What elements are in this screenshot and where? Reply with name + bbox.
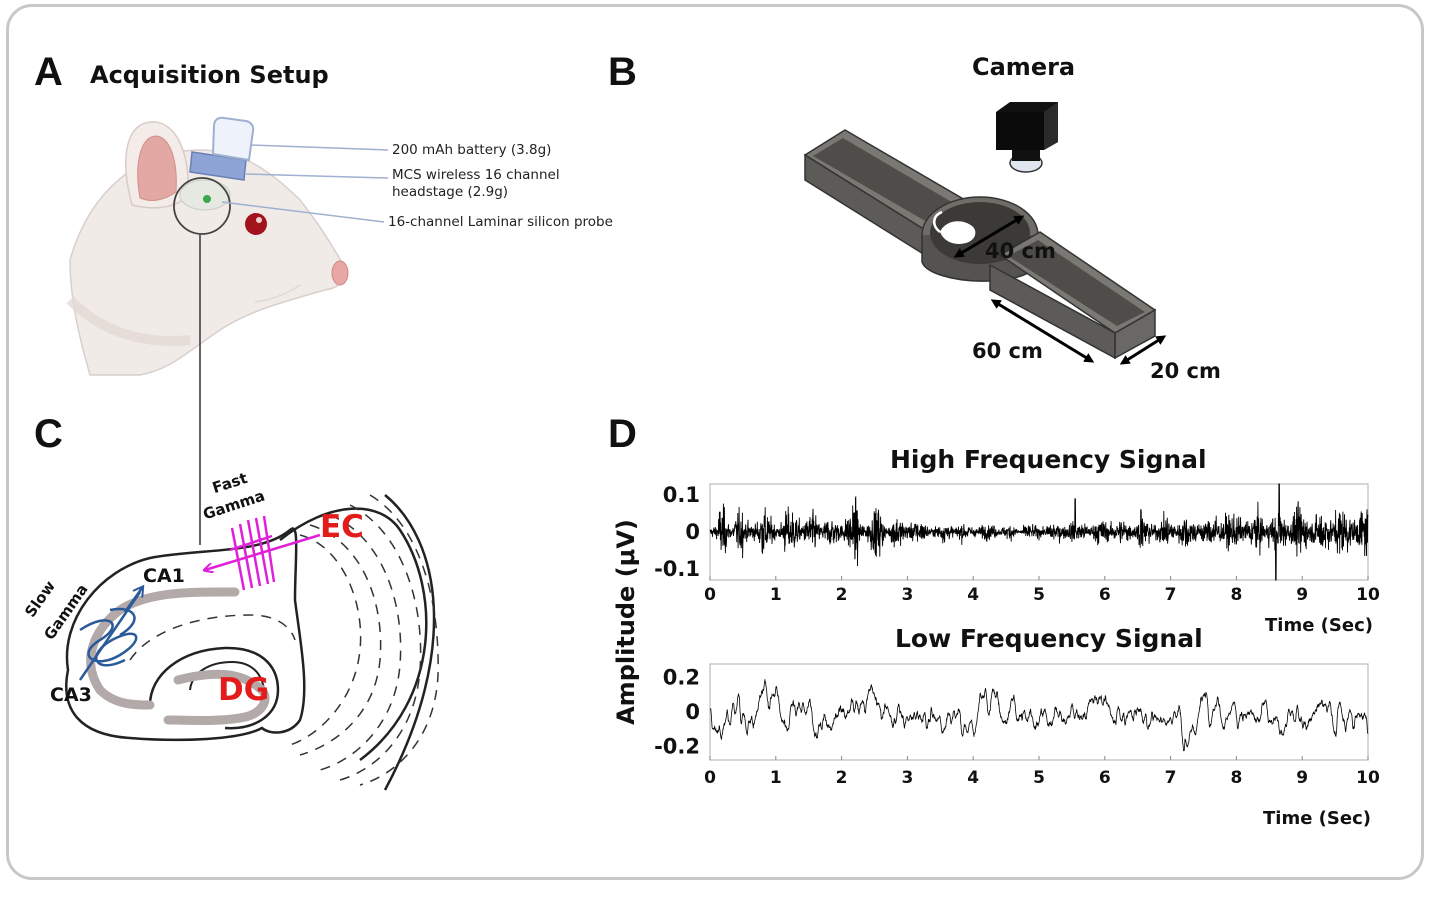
x-tick-label: 5 <box>1033 585 1045 605</box>
y-tick-label: -0.2 <box>654 734 700 758</box>
x-tick-label: 3 <box>901 585 913 605</box>
panel-b-letter: B <box>608 50 637 94</box>
x-tick-label: 7 <box>1165 768 1177 788</box>
x-tick-label: 4 <box>967 768 979 788</box>
dim-arrow-arm-width <box>1119 335 1167 365</box>
fast-gamma-oscillation <box>229 515 276 591</box>
high-freq-xlabel: Time (Sec) <box>1265 615 1373 636</box>
camera-icon <box>996 102 1058 173</box>
fast-gamma-arrow <box>205 533 321 570</box>
plot-frame-1 <box>709 663 1369 761</box>
x-tick-label: 9 <box>1296 768 1308 788</box>
callout-probe: 16-channel Laminar silicon probe <box>388 214 613 230</box>
panel-a-letter: A <box>34 50 63 94</box>
ca-pyramidal-layer <box>86 587 240 710</box>
y-tick-label: -0.1 <box>654 557 700 581</box>
battery-icon <box>211 116 255 162</box>
label-ec: EC <box>320 509 364 545</box>
x-tick-label: 9 <box>1296 585 1308 605</box>
dg-outline <box>148 646 280 730</box>
low-freq-xlabel: Time (Sec) <box>1263 808 1371 829</box>
x-tick-label: 5 <box>1033 768 1045 788</box>
x-tick-label: 3 <box>901 768 913 788</box>
x-tick-label: 2 <box>836 768 848 788</box>
x-tick-label: 1 <box>770 585 782 605</box>
low-freq-title: Low Frequency Signal <box>895 624 1203 653</box>
callout-headstage-line2: headstage (2.9g) <box>392 184 509 200</box>
callout-battery: 200 mAh battery (3.8g) <box>392 142 552 158</box>
label-ca3: CA3 <box>50 684 92 706</box>
label-ca1: CA1 <box>143 565 185 587</box>
maze-left-arm <box>803 129 967 257</box>
panel-d-letter: D <box>608 412 637 456</box>
probe-zoom-circle <box>173 177 231 235</box>
signal-trace-0 <box>709 483 1369 581</box>
y-tick-label: 0.2 <box>663 666 700 690</box>
panel-a-title: Acquisition Setup <box>90 61 329 89</box>
x-tick-label: 6 <box>1099 585 1111 605</box>
x-tick-label: 8 <box>1230 585 1242 605</box>
x-tick-label: 6 <box>1099 768 1111 788</box>
y-tick-label: 0.1 <box>663 483 700 507</box>
rat-nose <box>331 260 349 286</box>
signal-trace-1 <box>709 679 1369 752</box>
dim-arm-length-label: 60 cm <box>972 339 1043 363</box>
dim-center-label: 40 cm <box>985 239 1056 263</box>
x-tick-label: 10 <box>1356 768 1380 788</box>
dg-granule-layer <box>163 669 270 725</box>
x-tick-label: 0 <box>704 768 716 788</box>
high-freq-title: High Frequency Signal <box>890 445 1207 474</box>
y-tick-label: 0 <box>685 520 700 544</box>
hippocampus-outline <box>65 527 306 742</box>
x-tick-label: 2 <box>836 585 848 605</box>
x-tick-label: 1 <box>770 768 782 788</box>
dim-arrow-arm-length <box>990 299 1095 363</box>
y-tick-label: 0 <box>685 700 700 724</box>
x-tick-label: 0 <box>704 585 716 605</box>
panel-c-letter: C <box>34 412 63 456</box>
x-tick-label: 10 <box>1356 585 1380 605</box>
x-tick-label: 7 <box>1165 585 1177 605</box>
dim-arm-width-label: 20 cm <box>1150 359 1221 383</box>
callout-headstage-line1: MCS wireless 16 channel <box>392 167 560 183</box>
dim-arrow-center <box>953 215 1025 258</box>
x-tick-label: 4 <box>967 585 979 605</box>
camera-label: Camera <box>972 53 1076 81</box>
label-dg: DG <box>218 672 270 708</box>
x-tick-label: 8 <box>1230 768 1242 788</box>
